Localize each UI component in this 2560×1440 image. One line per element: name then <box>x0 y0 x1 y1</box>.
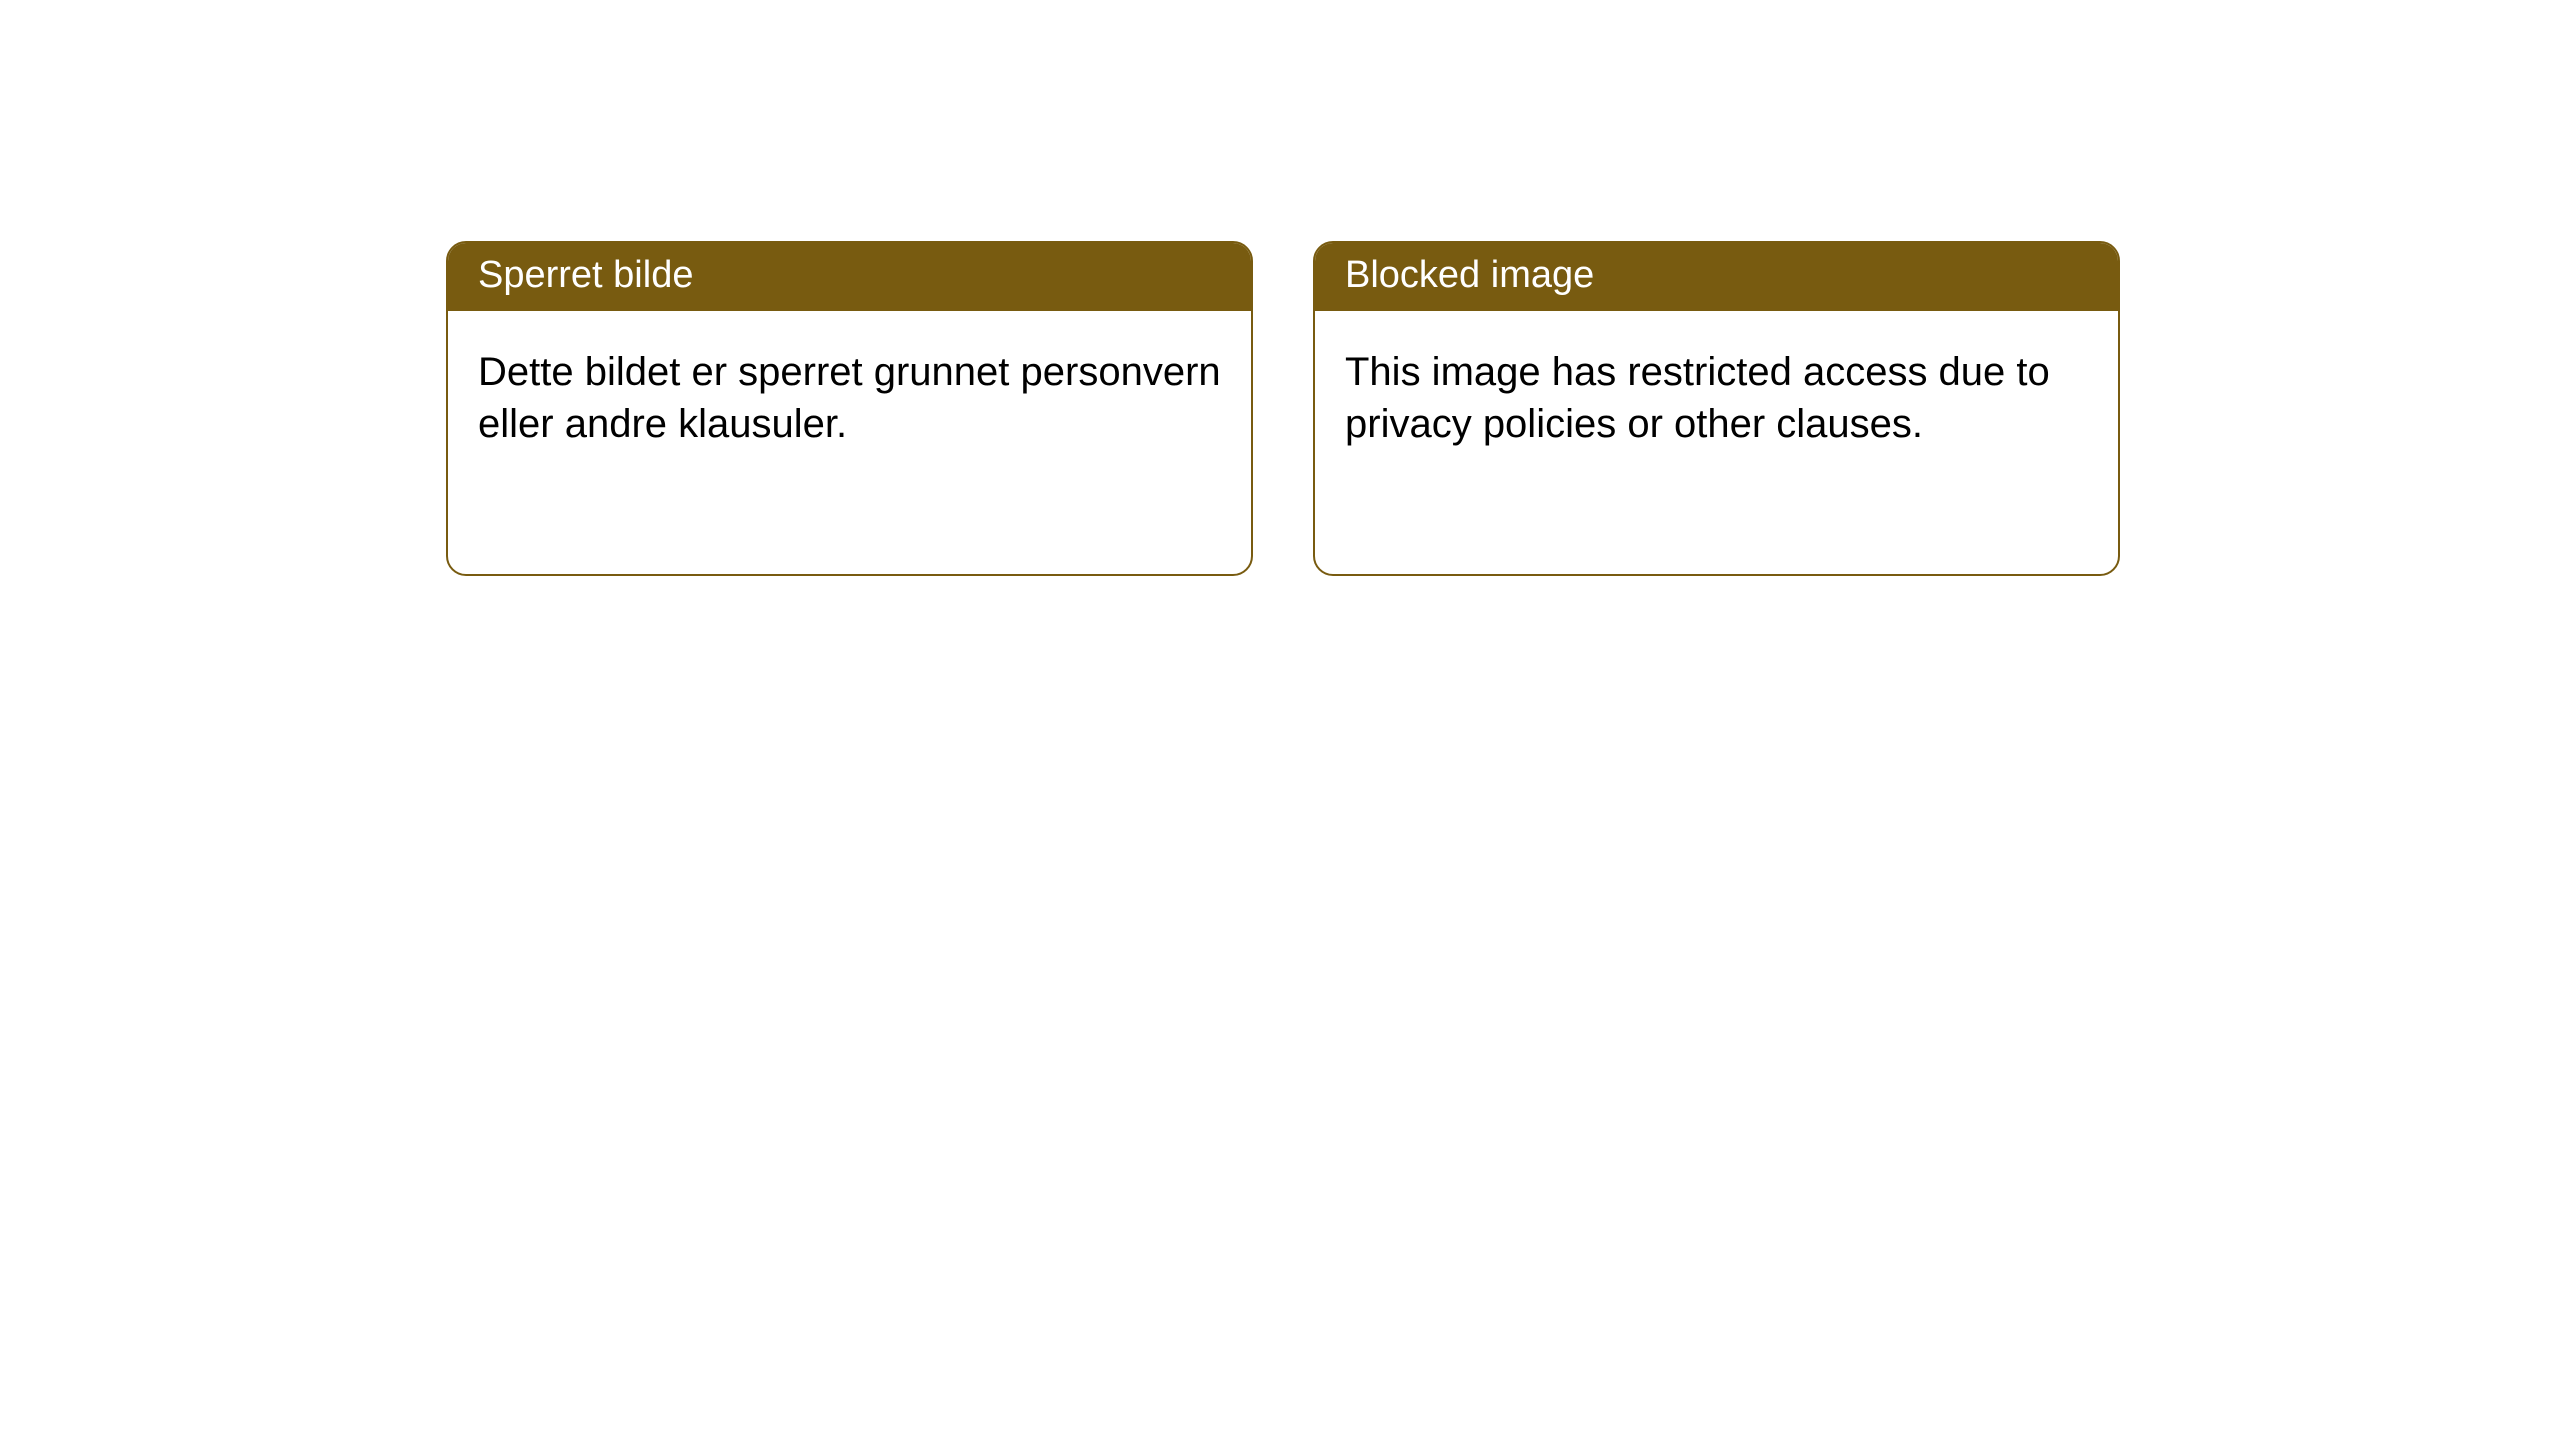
card-header: Sperret bilde <box>448 243 1251 311</box>
card-body: Dette bildet er sperret grunnet personve… <box>448 311 1251 480</box>
blocked-image-cards: Sperret bilde Dette bildet er sperret gr… <box>446 241 2120 576</box>
blocked-image-card-en: Blocked image This image has restricted … <box>1313 241 2120 576</box>
card-header: Blocked image <box>1315 243 2118 311</box>
blocked-image-card-no: Sperret bilde Dette bildet er sperret gr… <box>446 241 1253 576</box>
card-body: This image has restricted access due to … <box>1315 311 2118 480</box>
